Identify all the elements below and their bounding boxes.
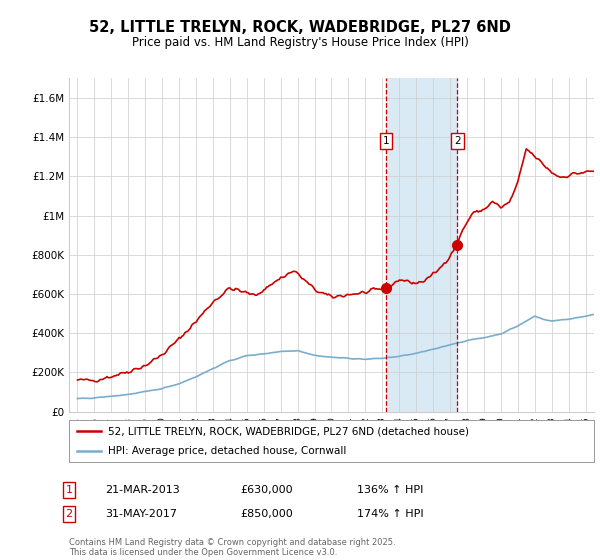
Text: 136% ↑ HPI: 136% ↑ HPI — [357, 485, 424, 495]
Text: Price paid vs. HM Land Registry's House Price Index (HPI): Price paid vs. HM Land Registry's House … — [131, 36, 469, 49]
Bar — [386, 78, 457, 412]
Text: Contains HM Land Registry data © Crown copyright and database right 2025.
This d: Contains HM Land Registry data © Crown c… — [69, 538, 395, 557]
Text: 52, LITTLE TRELYN, ROCK, WADEBRIDGE, PL27 6ND: 52, LITTLE TRELYN, ROCK, WADEBRIDGE, PL2… — [89, 20, 511, 35]
Text: HPI: Average price, detached house, Cornwall: HPI: Average price, detached house, Corn… — [109, 446, 347, 456]
Text: 52, LITTLE TRELYN, ROCK, WADEBRIDGE, PL27 6ND (detached house): 52, LITTLE TRELYN, ROCK, WADEBRIDGE, PL2… — [109, 426, 469, 436]
Text: 1: 1 — [383, 136, 389, 146]
Text: 2: 2 — [65, 509, 73, 519]
Text: 21-MAR-2013: 21-MAR-2013 — [105, 485, 180, 495]
Text: 1: 1 — [65, 485, 73, 495]
Text: 174% ↑ HPI: 174% ↑ HPI — [357, 509, 424, 519]
Text: 2: 2 — [454, 136, 460, 146]
Text: £850,000: £850,000 — [240, 509, 293, 519]
Text: £630,000: £630,000 — [240, 485, 293, 495]
Text: 31-MAY-2017: 31-MAY-2017 — [105, 509, 177, 519]
